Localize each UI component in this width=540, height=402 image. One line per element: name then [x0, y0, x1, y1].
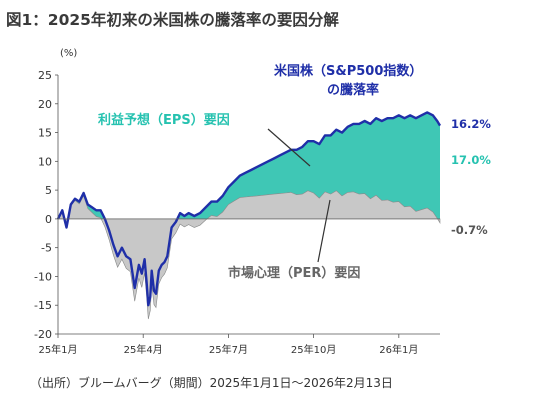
y-tick-label: 15 [38, 127, 52, 140]
y-tick-label: 0 [45, 213, 52, 226]
y-tick-label: -15 [34, 299, 52, 312]
x-tick-label: 25年7月 [209, 343, 248, 356]
y-tick-label: 20 [38, 98, 52, 111]
y-tick-label: 10 [38, 155, 52, 168]
sp500-label-line2: の騰落率 [327, 82, 379, 98]
sp500-label-line1: 米国株（S&P500指数） [274, 63, 422, 79]
eps-label: 利益予想（EPS）要因 [98, 112, 230, 128]
y-tick-label: 5 [45, 184, 52, 197]
x-tick-label: 25年1月 [38, 343, 77, 356]
per-end-value: -0.7% [451, 223, 488, 237]
x-tick-label: 25年4月 [124, 343, 163, 356]
y-tick-label: -20 [34, 328, 52, 341]
y-tick-label: -5 [41, 242, 52, 255]
y-tick-label: 25 [38, 69, 52, 82]
x-tick-label: 26年1月 [379, 343, 418, 356]
source-note: （出所）ブルームバーグ（期間）2025年1月1日～2026年2月13日 [30, 375, 393, 390]
y-axis-unit: (%) [60, 48, 77, 59]
x-tick-label: 25年10月 [291, 343, 336, 356]
eps-leader-line [267, 128, 311, 167]
chart-title: 図1：2025年初来の米国株の騰落率の要因分解 [6, 10, 339, 29]
x-ticks: 25年1月 25年4月 25年7月 25年10月 26年1月 [38, 334, 418, 356]
per-area [57, 190, 441, 320]
eps-area [58, 112, 440, 320]
y-ticks: 25 20 15 10 5 0 -5 -10 -15 -20 [34, 69, 58, 341]
eps-end-value: 17.0% [451, 153, 491, 167]
sp500-end-value: 16.2% [451, 117, 491, 131]
per-label: 市場心理（PER）要因 [228, 265, 360, 281]
sp500-line [56, 111, 442, 307]
y-tick-label: -10 [34, 270, 52, 283]
per-leader-line [317, 199, 331, 263]
